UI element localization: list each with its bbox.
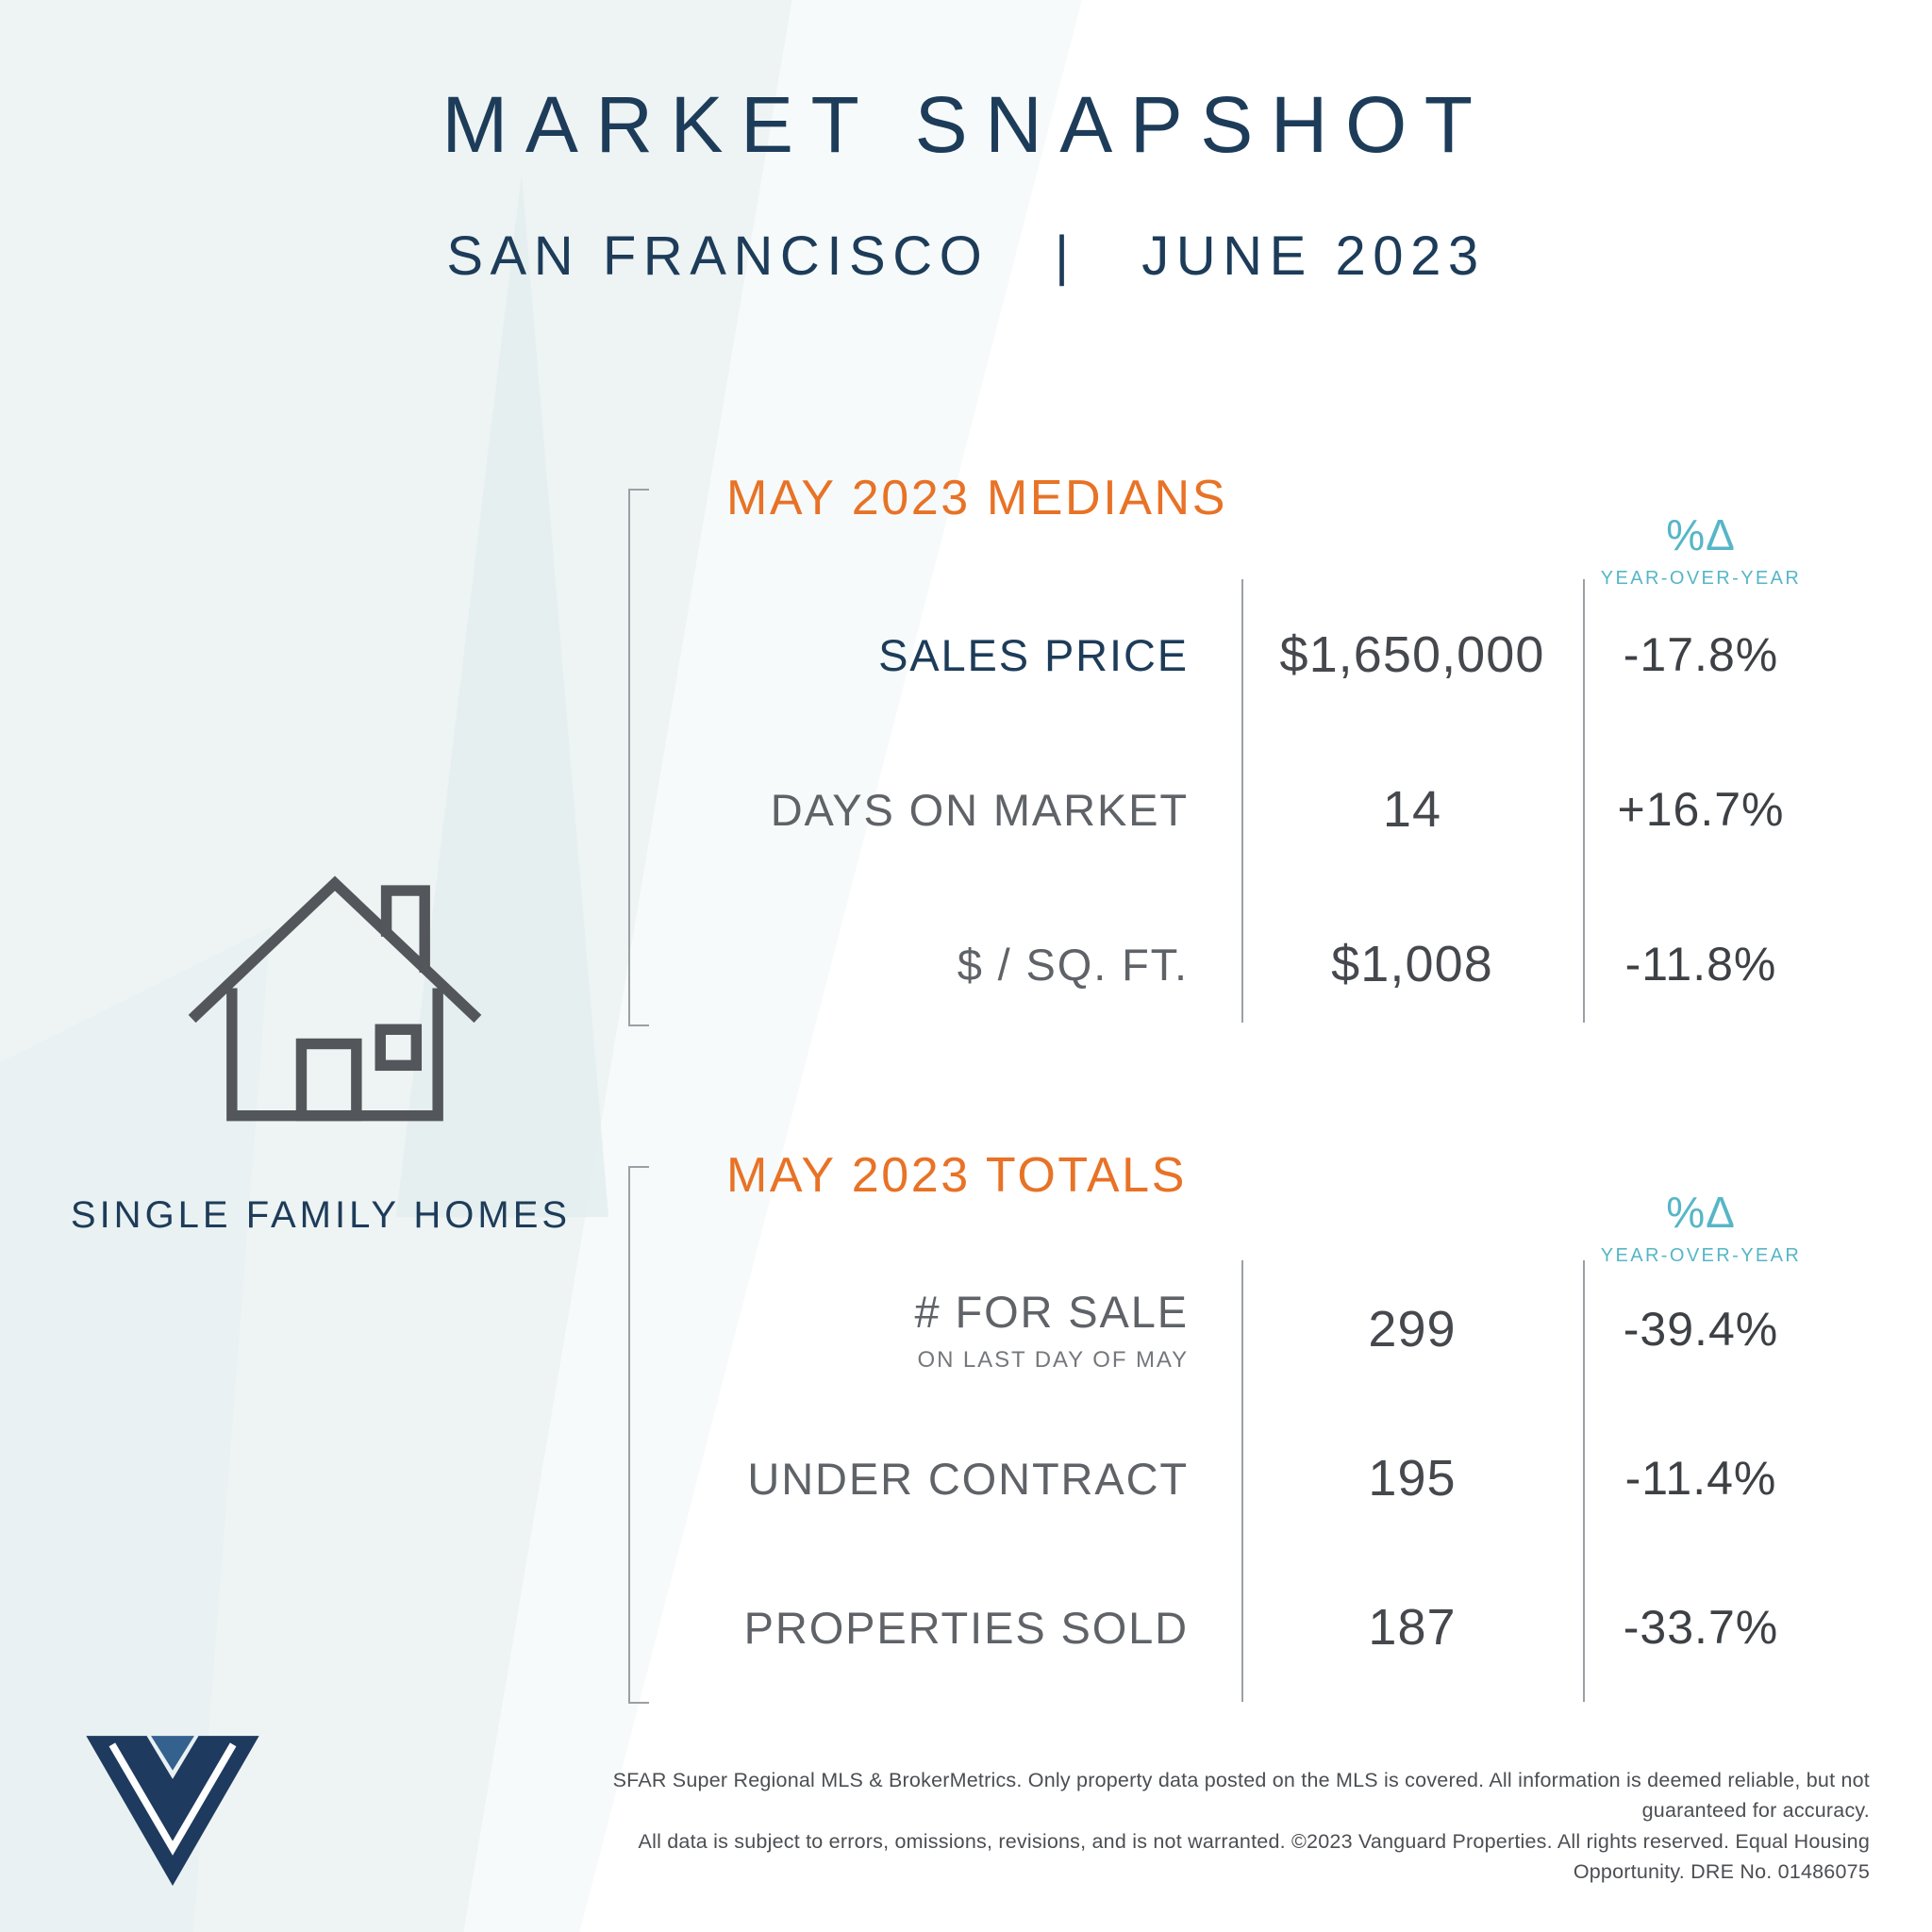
row-change: -33.7%	[1623, 1601, 1779, 1654]
table-row: DAYS ON MARKET 14 +16.7%	[649, 732, 1819, 887]
row-value: $1,008	[1331, 936, 1493, 992]
subtitle-date: JUNE 2023	[1141, 225, 1486, 287]
table-row: $ / SQ. FT. $1,008 -11.8%	[649, 887, 1819, 1041]
disclaimer-line-2: All data is subject to errors, omissions…	[638, 1829, 1870, 1883]
medians-table: SALES PRICE $1,650,000 -17.8% DAYS ON MA…	[649, 577, 1819, 1041]
disclaimer-text: SFAR Super Regional MLS & BrokerMetrics.…	[530, 1765, 1870, 1887]
percent-delta-label: %Δ	[1666, 510, 1736, 559]
disclaimer-line-1: SFAR Super Regional MLS & BrokerMetrics.…	[612, 1769, 1870, 1823]
row-change: -11.4%	[1624, 1452, 1777, 1505]
row-value: 14	[1382, 781, 1442, 838]
row-change: +16.7%	[1617, 783, 1785, 836]
percent-delta-label: %Δ	[1666, 1188, 1736, 1237]
column-divider	[1241, 579, 1243, 1023]
row-change: -39.4%	[1623, 1303, 1779, 1356]
table-row: # FOR SALE ON LAST DAY OF MAY 299 -39.4%	[649, 1255, 1819, 1404]
change-column-header: %Δ YEAR-OVER-YEAR	[1583, 1187, 1819, 1267]
row-label: DAYS ON MARKET	[770, 784, 1189, 835]
row-value: $1,650,000	[1279, 626, 1545, 683]
table-row: UNDER CONTRACT 195 -11.4%	[649, 1404, 1819, 1553]
section-bracket	[628, 489, 649, 1026]
section-bracket	[628, 1166, 649, 1704]
table-row: PROPERTIES SOLD 187 -33.7%	[649, 1553, 1819, 1702]
column-divider	[1583, 1260, 1585, 1702]
totals-table: # FOR SALE ON LAST DAY OF MAY 299 -39.4%…	[649, 1255, 1819, 1702]
row-sublabel: ON LAST DAY OF MAY	[917, 1346, 1189, 1373]
row-label-main: # FOR SALE	[914, 1286, 1189, 1337]
row-change: -11.8%	[1624, 938, 1777, 991]
house-icon	[179, 841, 491, 1153]
table-row: SALES PRICE $1,650,000 -17.8%	[649, 577, 1819, 732]
change-column-header: %Δ YEAR-OVER-YEAR	[1583, 509, 1819, 590]
year-over-year-label: YEAR-OVER-YEAR	[1600, 568, 1802, 589]
row-value: 187	[1368, 1599, 1457, 1656]
subtitle-separator: |	[1054, 225, 1076, 287]
column-divider	[1241, 1260, 1243, 1702]
category-label: SINGLE FAMILY HOMES	[70, 1194, 572, 1236]
section-title-totals: MAY 2023 TOTALS	[726, 1148, 1187, 1203]
page-title: MARKET SNAPSHOT	[441, 80, 1491, 169]
subtitle-city: SAN FRANCISCO	[446, 225, 990, 287]
row-label: $ / SQ. FT.	[957, 939, 1189, 990]
row-label: PROPERTIES SOLD	[743, 1602, 1189, 1653]
row-label: UNDER CONTRACT	[747, 1453, 1189, 1504]
row-value: 195	[1368, 1450, 1457, 1507]
row-value: 299	[1368, 1301, 1457, 1357]
page-subtitle: SAN FRANCISCO | JUNE 2023	[0, 225, 1932, 288]
row-change: -17.8%	[1623, 628, 1779, 681]
row-label: # FOR SALE ON LAST DAY OF MAY	[649, 1286, 1241, 1374]
vanguard-properties-logo	[83, 1730, 262, 1890]
column-divider	[1583, 579, 1585, 1023]
section-title-medians: MAY 2023 MEDIANS	[726, 471, 1227, 525]
row-label: SALES PRICE	[878, 629, 1189, 680]
year-over-year-label: YEAR-OVER-YEAR	[1600, 1245, 1802, 1266]
